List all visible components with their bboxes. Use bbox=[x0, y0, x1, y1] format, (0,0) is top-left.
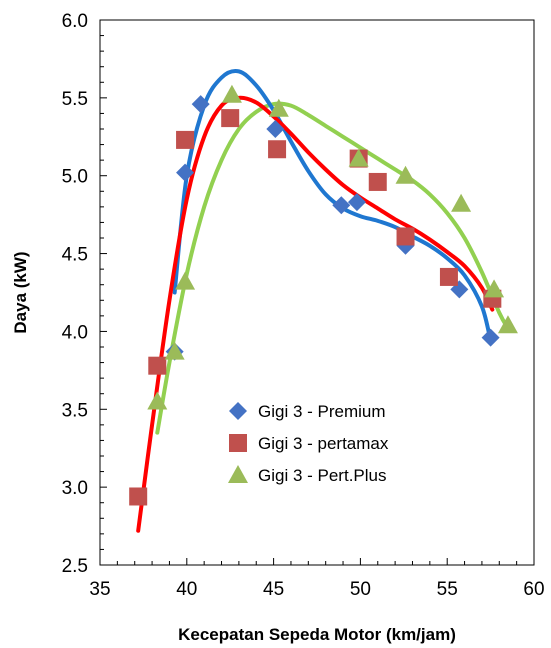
trendline-triangle bbox=[155, 101, 510, 435]
y-tick-label: 4.5 bbox=[62, 245, 88, 266]
data-point-triangle bbox=[164, 341, 185, 360]
legend-marker-diamond bbox=[229, 402, 247, 420]
data-point-triangle bbox=[175, 271, 196, 290]
x-tick-label: 45 bbox=[263, 579, 284, 600]
y-tick-label: 4.0 bbox=[62, 322, 88, 343]
x-tick-label: 55 bbox=[437, 579, 458, 600]
data-point-square bbox=[396, 227, 415, 246]
plot-frame bbox=[99, 19, 535, 566]
data-point-diamond bbox=[191, 95, 210, 114]
data-point-square bbox=[148, 356, 167, 375]
data-point-triangle bbox=[484, 279, 505, 298]
data-point-square bbox=[368, 172, 387, 191]
data-point-square bbox=[176, 130, 195, 149]
y-tick-label: 5.5 bbox=[62, 89, 88, 110]
trendlines bbox=[136, 69, 510, 533]
data-point-triangle bbox=[221, 84, 242, 103]
legend-label: Gigi 3 - pertamax bbox=[258, 434, 389, 453]
x-tick-label: 60 bbox=[523, 579, 544, 600]
x-tick-label: 35 bbox=[89, 579, 110, 600]
y-tick-label: 3.0 bbox=[62, 478, 88, 499]
legend-marker-square bbox=[229, 434, 247, 452]
y-axis-ticks: 2.5 3.0 3.5 4.0 4.5 5.0 5.5 6.0 bbox=[62, 11, 88, 577]
data-markers bbox=[129, 84, 518, 506]
data-point-diamond bbox=[347, 193, 366, 212]
legend-label: Gigi 3 - Pert.Plus bbox=[258, 466, 387, 485]
data-point-triangle bbox=[348, 148, 369, 167]
legend-marker-triangle bbox=[228, 465, 248, 483]
data-point-triangle bbox=[395, 165, 416, 184]
data-point-triangle bbox=[268, 98, 289, 117]
data-point-square bbox=[129, 487, 148, 506]
y-tick-label: 2.5 bbox=[62, 556, 88, 577]
x-axis-title: Kecepatan Sepeda Motor (km/jam) bbox=[178, 625, 456, 644]
data-point-square bbox=[439, 267, 458, 286]
data-point-diamond bbox=[176, 163, 195, 182]
data-point-triangle bbox=[497, 315, 518, 334]
x-axis-ticks: 35 40 45 50 55 60 bbox=[89, 579, 544, 600]
trendline-square bbox=[136, 95, 495, 533]
y-tick-label: 6.0 bbox=[62, 11, 88, 32]
data-point-triangle bbox=[451, 193, 472, 212]
data-point-square bbox=[268, 140, 287, 159]
x-tick-label: 50 bbox=[350, 579, 371, 600]
plot-border bbox=[99, 19, 535, 566]
legend-label: Gigi 3 - Premium bbox=[258, 402, 386, 421]
x-tick-label: 40 bbox=[176, 579, 197, 600]
data-point-triangle bbox=[147, 391, 168, 410]
legend: Gigi 3 - Premium Gigi 3 - pertamax Gigi 3 … bbox=[228, 402, 389, 485]
trendline-diamond bbox=[172, 69, 493, 343]
y-tick-label: 3.5 bbox=[62, 400, 88, 421]
data-point-diamond bbox=[266, 120, 285, 138]
data-point-diamond bbox=[481, 328, 500, 347]
data-point-square bbox=[221, 109, 240, 128]
y-tick-label: 5.0 bbox=[62, 167, 88, 188]
data-point-diamond bbox=[332, 196, 351, 215]
y-axis-title: Daya (kW) bbox=[11, 251, 30, 333]
